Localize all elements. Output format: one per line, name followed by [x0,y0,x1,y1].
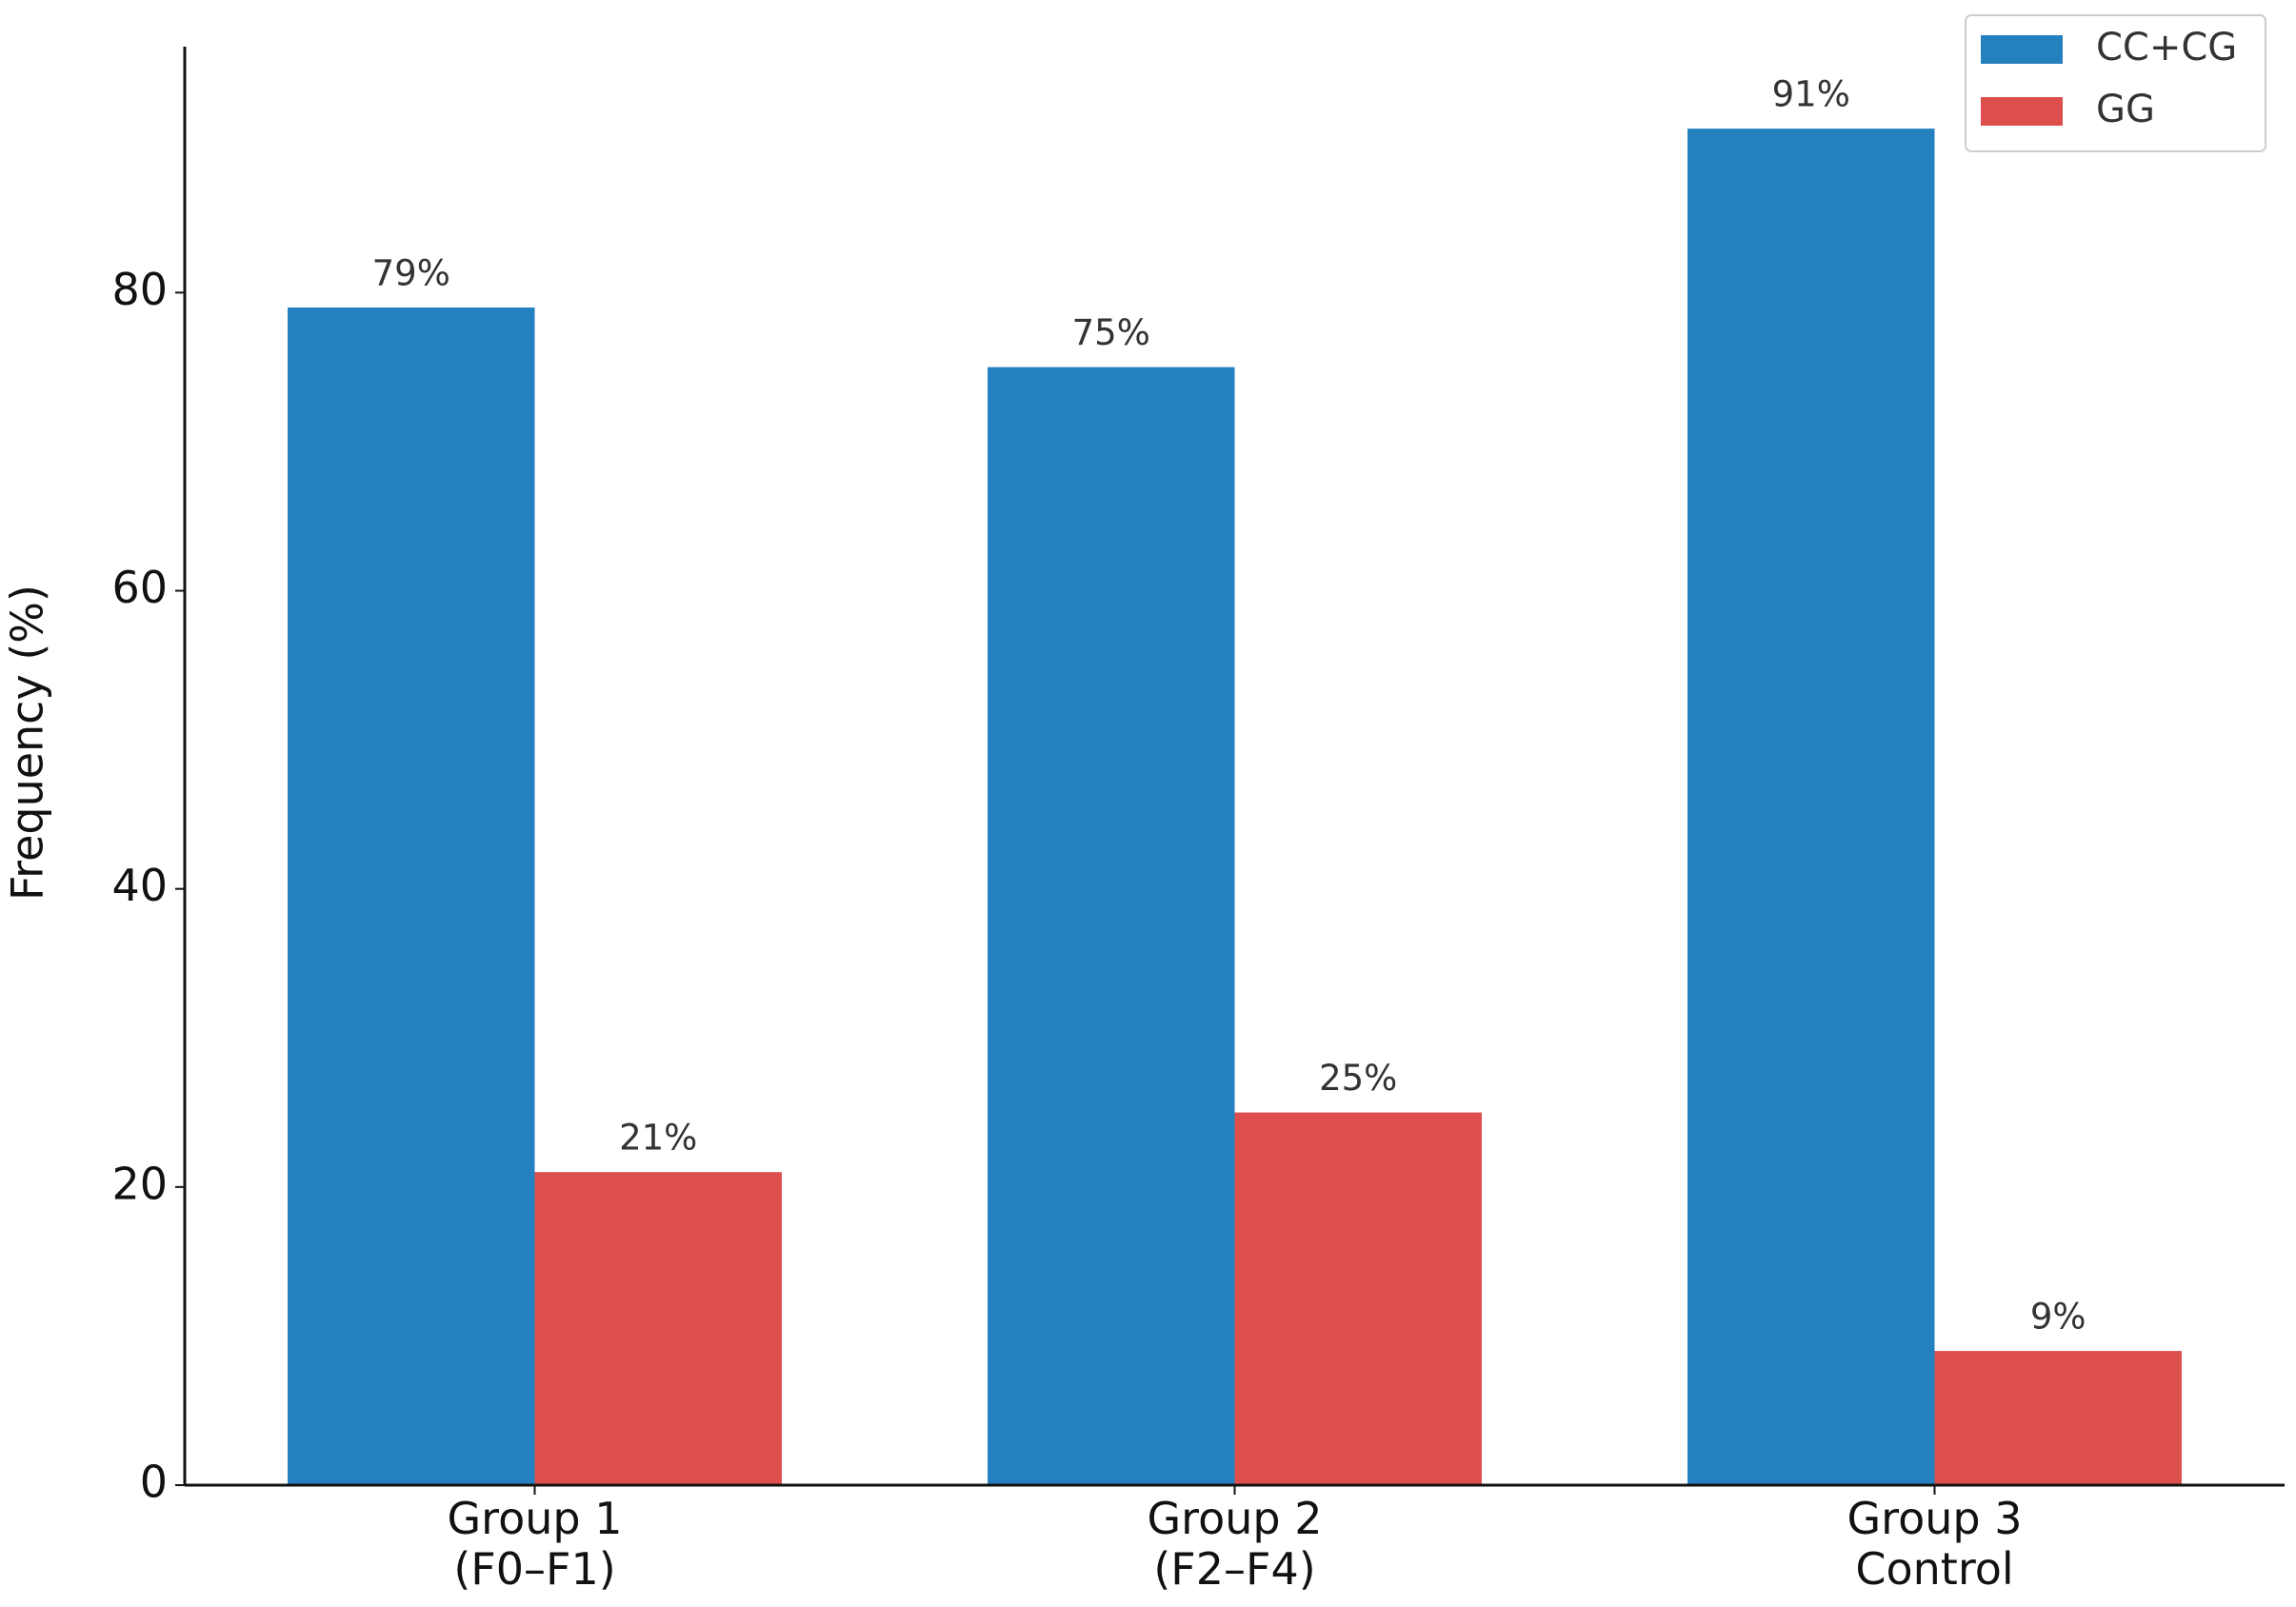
value-label: 25% [1319,1058,1397,1099]
value-label: 79% [372,253,450,294]
bar [1687,129,1935,1486]
legend-label: CC+CG [2096,26,2237,69]
bar [534,1172,782,1485]
value-label: 21% [619,1118,697,1159]
y-tick-label: 40 [111,860,168,911]
y-tick-label: 60 [111,562,168,613]
y-tick-label: 0 [140,1457,168,1508]
x-tick-label: Group 3 Control [1847,1493,2023,1595]
legend-swatch [1981,35,2063,64]
value-label: 75% [1072,312,1150,353]
bar [988,367,1235,1485]
bar [1234,1112,1482,1485]
legend-swatch [1981,97,2063,126]
x-tick-label: Group 1 (F0–F1) [448,1493,623,1595]
y-tick-label: 20 [111,1158,168,1209]
x-tick-label: Group 2 (F2–F4) [1148,1493,1323,1595]
legend-label: GG [2096,88,2155,131]
y-tick-label: 80 [111,264,168,315]
value-label: 9% [2030,1297,2086,1338]
value-label: 91% [1772,74,1850,115]
bar [288,308,535,1486]
bar [1934,1351,2182,1485]
y-axis-label: Frequency (%) [2,585,53,901]
